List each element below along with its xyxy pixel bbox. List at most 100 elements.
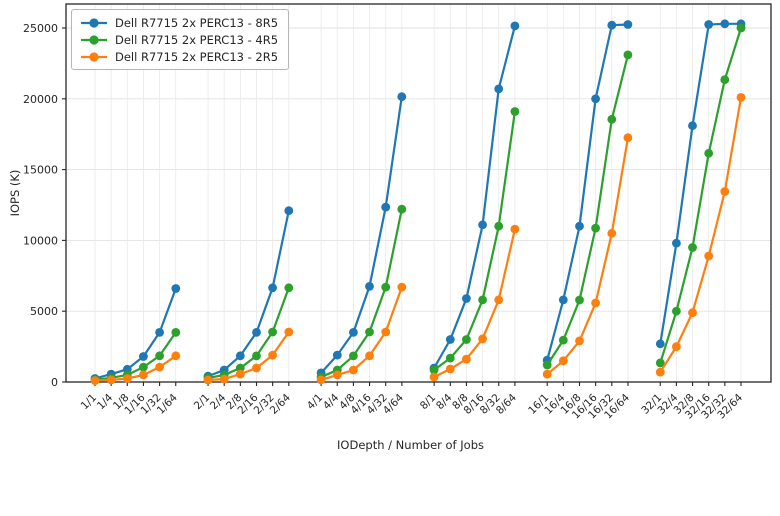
- series-line: [320, 208, 403, 379]
- data-point: [284, 327, 294, 337]
- y-tick-label: 15000: [23, 164, 58, 177]
- data-point: [704, 251, 714, 261]
- series-line: [546, 23, 630, 362]
- y-tick-label: 0: [51, 376, 58, 389]
- data-point: [510, 107, 520, 116]
- legend-label: Dell R7715 2x PERC13 - 8R5: [115, 15, 279, 30]
- data-point: [736, 23, 746, 33]
- data-point: [284, 283, 294, 293]
- data-point: [90, 376, 100, 385]
- data-point: [655, 367, 665, 377]
- data-point: [445, 335, 455, 344]
- data-point: [655, 358, 665, 368]
- data-point: [575, 336, 584, 346]
- data-point: [139, 362, 148, 372]
- data-point: [462, 354, 471, 364]
- y-tick-label: 5000: [30, 305, 58, 318]
- data-point: [381, 282, 391, 292]
- y-tick-label: 20000: [23, 93, 58, 106]
- legend-item-4r5: Dell R7715 2x PERC13 - 4R5: [80, 32, 278, 47]
- legend-line-marker-icon: [81, 17, 107, 28]
- x-axis-title: IODepth / Number of Jobs: [337, 438, 484, 452]
- legend-label: Dell R7715 2x PERC13 - 4R5: [115, 32, 279, 47]
- data-point: [284, 206, 294, 216]
- data-point: [397, 204, 407, 214]
- data-point: [494, 221, 504, 231]
- data-point: [542, 369, 552, 379]
- data-point: [591, 94, 600, 104]
- data-point: [575, 295, 584, 305]
- data-point: [268, 283, 277, 293]
- series-line: [546, 53, 630, 367]
- series-line: [659, 96, 743, 374]
- data-point: [478, 220, 487, 230]
- data-point: [494, 84, 504, 94]
- data-point: [672, 238, 681, 248]
- data-point: [591, 223, 600, 233]
- data-point: [235, 351, 245, 361]
- data-point: [332, 350, 342, 360]
- data-point: [219, 374, 229, 384]
- legend: Dell R7715 2x PERC13 - 8R5 Dell R7715 2x…: [71, 9, 290, 70]
- data-point: [171, 284, 181, 293]
- data-point: [591, 298, 600, 308]
- data-point: [365, 351, 374, 361]
- data-point: [139, 352, 148, 361]
- data-point: [462, 335, 471, 344]
- data-point: [445, 353, 455, 363]
- data-point: [349, 328, 358, 337]
- data-point: [365, 282, 374, 291]
- data-point: [252, 363, 261, 373]
- data-point: [155, 328, 165, 337]
- data-point: [720, 19, 730, 29]
- chart-canvas: 05000100001500020000250001/11/41/81/161/…: [23, 3, 772, 422]
- data-point: [542, 360, 552, 370]
- data-point: [607, 228, 617, 238]
- legend-line-marker-icon: [81, 34, 107, 45]
- series-line: [659, 26, 743, 364]
- data-point: [623, 20, 633, 29]
- data-point: [720, 187, 730, 196]
- data-point: [252, 328, 261, 337]
- data-point: [462, 294, 471, 303]
- legend-label: Dell R7715 2x PERC13 - 2R5: [115, 49, 279, 64]
- data-point: [510, 21, 520, 31]
- data-point: [510, 224, 520, 234]
- data-point: [397, 282, 407, 292]
- data-point: [139, 370, 148, 380]
- data-point: [235, 363, 245, 373]
- data-point: [445, 364, 455, 374]
- data-point: [397, 92, 407, 102]
- data-point: [558, 295, 568, 305]
- y-axis-title: IOPS (K): [8, 169, 22, 217]
- data-point: [349, 365, 358, 375]
- data-point: [235, 369, 245, 379]
- data-point: [704, 148, 714, 158]
- series-line: [433, 24, 517, 370]
- data-point: [171, 351, 181, 361]
- data-point: [688, 308, 697, 317]
- series-line: [206, 209, 290, 378]
- data-point: [429, 365, 439, 375]
- data-point: [558, 356, 568, 366]
- data-point: [558, 335, 568, 345]
- data-point: [736, 93, 746, 102]
- data-point: [720, 75, 730, 85]
- legend-item-8r5: Dell R7715 2x PERC13 - 8R5: [80, 15, 278, 30]
- data-point: [607, 114, 617, 124]
- data-point: [106, 375, 116, 385]
- data-point: [252, 351, 261, 361]
- series-line: [659, 22, 743, 345]
- data-point: [655, 339, 665, 349]
- data-point: [688, 121, 697, 131]
- legend-item-2r5: Dell R7715 2x PERC13 - 2R5: [80, 49, 278, 64]
- data-point: [365, 327, 374, 337]
- data-point: [381, 327, 391, 337]
- data-point: [171, 328, 181, 337]
- data-point: [122, 374, 132, 383]
- data-point: [607, 20, 617, 30]
- data-point: [494, 295, 504, 305]
- data-point: [429, 372, 439, 382]
- data-point: [672, 342, 681, 351]
